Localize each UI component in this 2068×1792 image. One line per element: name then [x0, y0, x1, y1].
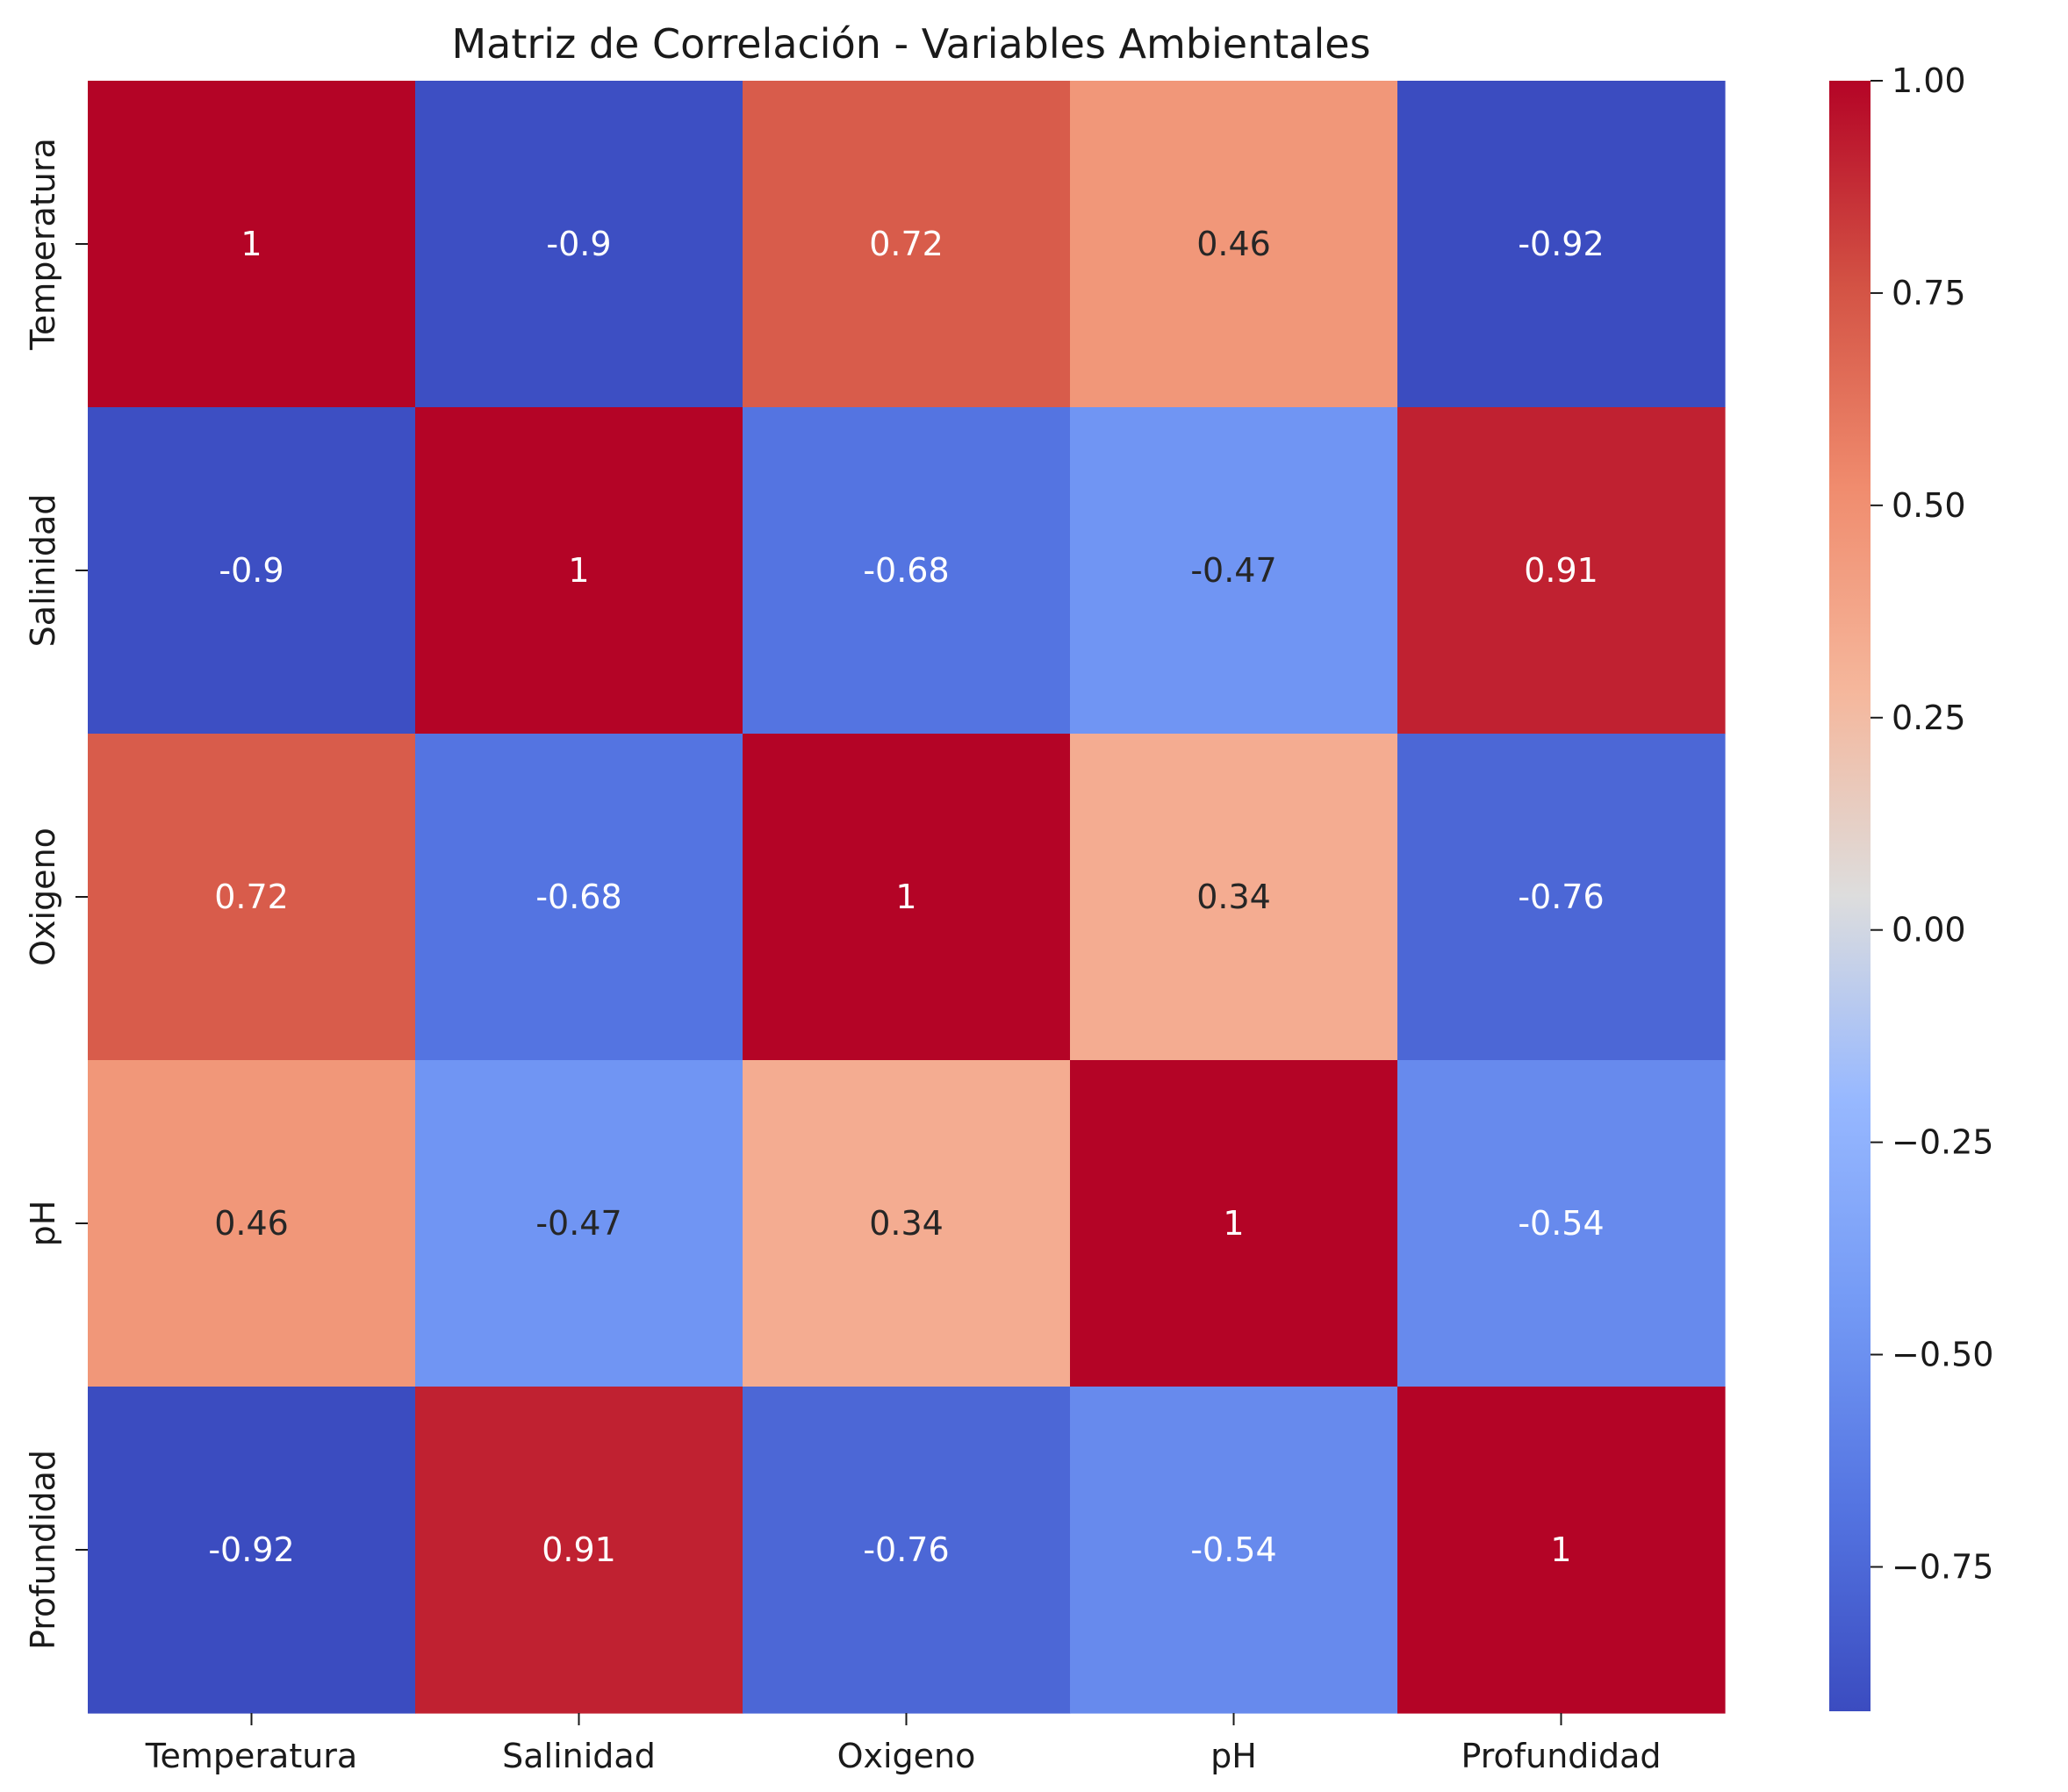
heatmap-cell-ph-oxigeno: [743, 1060, 1071, 1387]
cell-value-label: 1: [1550, 1530, 1571, 1569]
colorbar-tick-label: 0.50: [1892, 486, 1966, 525]
heatmap-cell-salinidad-profundidad: [1397, 407, 1726, 735]
y-tick-label-salinidad: Salinidad: [24, 494, 62, 648]
x-axis: Temperatura Salinidad Oxigeno pH Profundidad: [145, 1713, 1662, 1775]
cell-value-label: 0.91: [542, 1530, 616, 1569]
y-tick-label-profundidad: Profundidad: [24, 1450, 62, 1650]
heatmap-cell-labels: 1 -0.9 0.72 0.46 -0.92 -0.9 1 -0.68 -0.47 0.91 0.7…: [208, 225, 1604, 1569]
cell-value-label: -0.68: [535, 878, 621, 916]
cell-value-label: -0.54: [1190, 1530, 1276, 1569]
heatmap-cell-temperatura-salinidad: [415, 81, 743, 408]
heatmap-cell-profundidad-ph: [1070, 1387, 1398, 1714]
cell-value-label: -0.9: [546, 225, 611, 263]
cell-value-label: 0.72: [869, 225, 944, 263]
x-tick-label-ph: pH: [1210, 1737, 1257, 1775]
cell-value-label: 1: [568, 551, 589, 590]
colorbar-tick-label: 0.25: [1892, 699, 1966, 737]
cell-value-label: -0.92: [208, 1530, 294, 1569]
cell-value-label: 1: [895, 878, 916, 916]
chart-title: Matriz de Correlación - Variables Ambien…: [451, 20, 1370, 68]
heatmap-cell-salinidad-oxigeno: [743, 407, 1071, 735]
colorbar-tick-label: 0.75: [1892, 274, 1966, 312]
heatmap-cell-profundidad-salinidad: [415, 1387, 743, 1714]
heatmap-cells: [88, 81, 1726, 1714]
heatmap-cell-temperatura-temperatura: [88, 81, 416, 408]
heatmap-cell-oxigeno-ph: [1070, 734, 1398, 1061]
cell-value-label: 0.34: [1196, 878, 1271, 916]
heatmap-cell-oxigeno-temperatura: [88, 734, 416, 1061]
cell-value-label: 0.46: [214, 1204, 289, 1243]
y-tick-label-oxigeno: Oxigeno: [24, 828, 62, 966]
colorbar-tick-label: 1.00: [1892, 61, 1966, 100]
heatmap-cell-ph-profundidad: [1397, 1060, 1726, 1387]
colorbar-tick-label: 0.00: [1892, 911, 1966, 950]
y-tick-label-ph: pH: [24, 1201, 62, 1247]
cell-value-label: 0.34: [869, 1204, 944, 1243]
heatmap-cell-temperatura-profundidad: [1397, 81, 1726, 408]
heatmap-cell-oxigeno-oxigeno: [743, 734, 1071, 1061]
heatmap-cell-profundidad-profundidad: [1397, 1387, 1726, 1714]
x-tick-label-salinidad: Salinidad: [502, 1737, 656, 1775]
y-tick-label-temperatura: Temperatura: [24, 138, 62, 350]
cell-value-label: -0.9: [219, 551, 284, 590]
cell-value-label: 0.72: [214, 878, 289, 916]
cell-value-label: -0.76: [863, 1530, 949, 1569]
cell-value-label: -0.76: [1518, 878, 1604, 916]
cell-value-label: 0.91: [1524, 551, 1598, 590]
heatmap-cell-oxigeno-salinidad: [415, 734, 743, 1061]
heatmap-cell-temperatura-oxigeno: [743, 81, 1071, 408]
heatmap-cell-profundidad-oxigeno: [743, 1387, 1071, 1714]
heatmap-cell-salinidad-ph: [1070, 407, 1398, 735]
cell-value-label: -0.68: [863, 551, 949, 590]
cell-value-label: 1: [1223, 1204, 1244, 1243]
heatmap-cell-oxigeno-profundidad: [1397, 734, 1726, 1061]
colorbar: 1.00 0.75 0.50 0.25 0.00 −0.25 −0.50 −0.75: [1829, 61, 1993, 1711]
heatmap-cell-ph-salinidad: [415, 1060, 743, 1387]
colorbar-tick-label: −0.50: [1892, 1336, 1993, 1374]
heatmap-cell-ph-temperatura: [88, 1060, 416, 1387]
heatmap-cell-salinidad-temperatura: [88, 407, 416, 735]
colorbar-gradient: [1829, 81, 1871, 1711]
cell-value-label: -0.47: [1190, 551, 1276, 590]
colorbar-tick-label: −0.25: [1892, 1123, 1993, 1162]
cell-value-label: -0.47: [535, 1204, 621, 1243]
heatmap-cell-salinidad-salinidad: [415, 407, 743, 735]
x-tick-label-profundidad: Profundidad: [1461, 1737, 1661, 1775]
y-axis: Temperatura Salinidad Oxigeno pH Profundidad: [24, 138, 88, 1650]
heatmap-cell-profundidad-temperatura: [88, 1387, 416, 1714]
cell-value-label: 0.46: [1196, 225, 1271, 263]
cell-value-label: 1: [241, 225, 262, 263]
x-tick-label-oxigeno: Oxigeno: [837, 1737, 976, 1775]
heatmap-cell-temperatura-ph: [1070, 81, 1398, 408]
colorbar-tick-label: −0.75: [1892, 1547, 1993, 1586]
x-tick-label-temperatura: Temperatura: [145, 1737, 357, 1775]
cell-value-label: -0.54: [1518, 1204, 1604, 1243]
heatmap-cell-ph-ph: [1070, 1060, 1398, 1387]
cell-value-label: -0.92: [1518, 225, 1604, 263]
